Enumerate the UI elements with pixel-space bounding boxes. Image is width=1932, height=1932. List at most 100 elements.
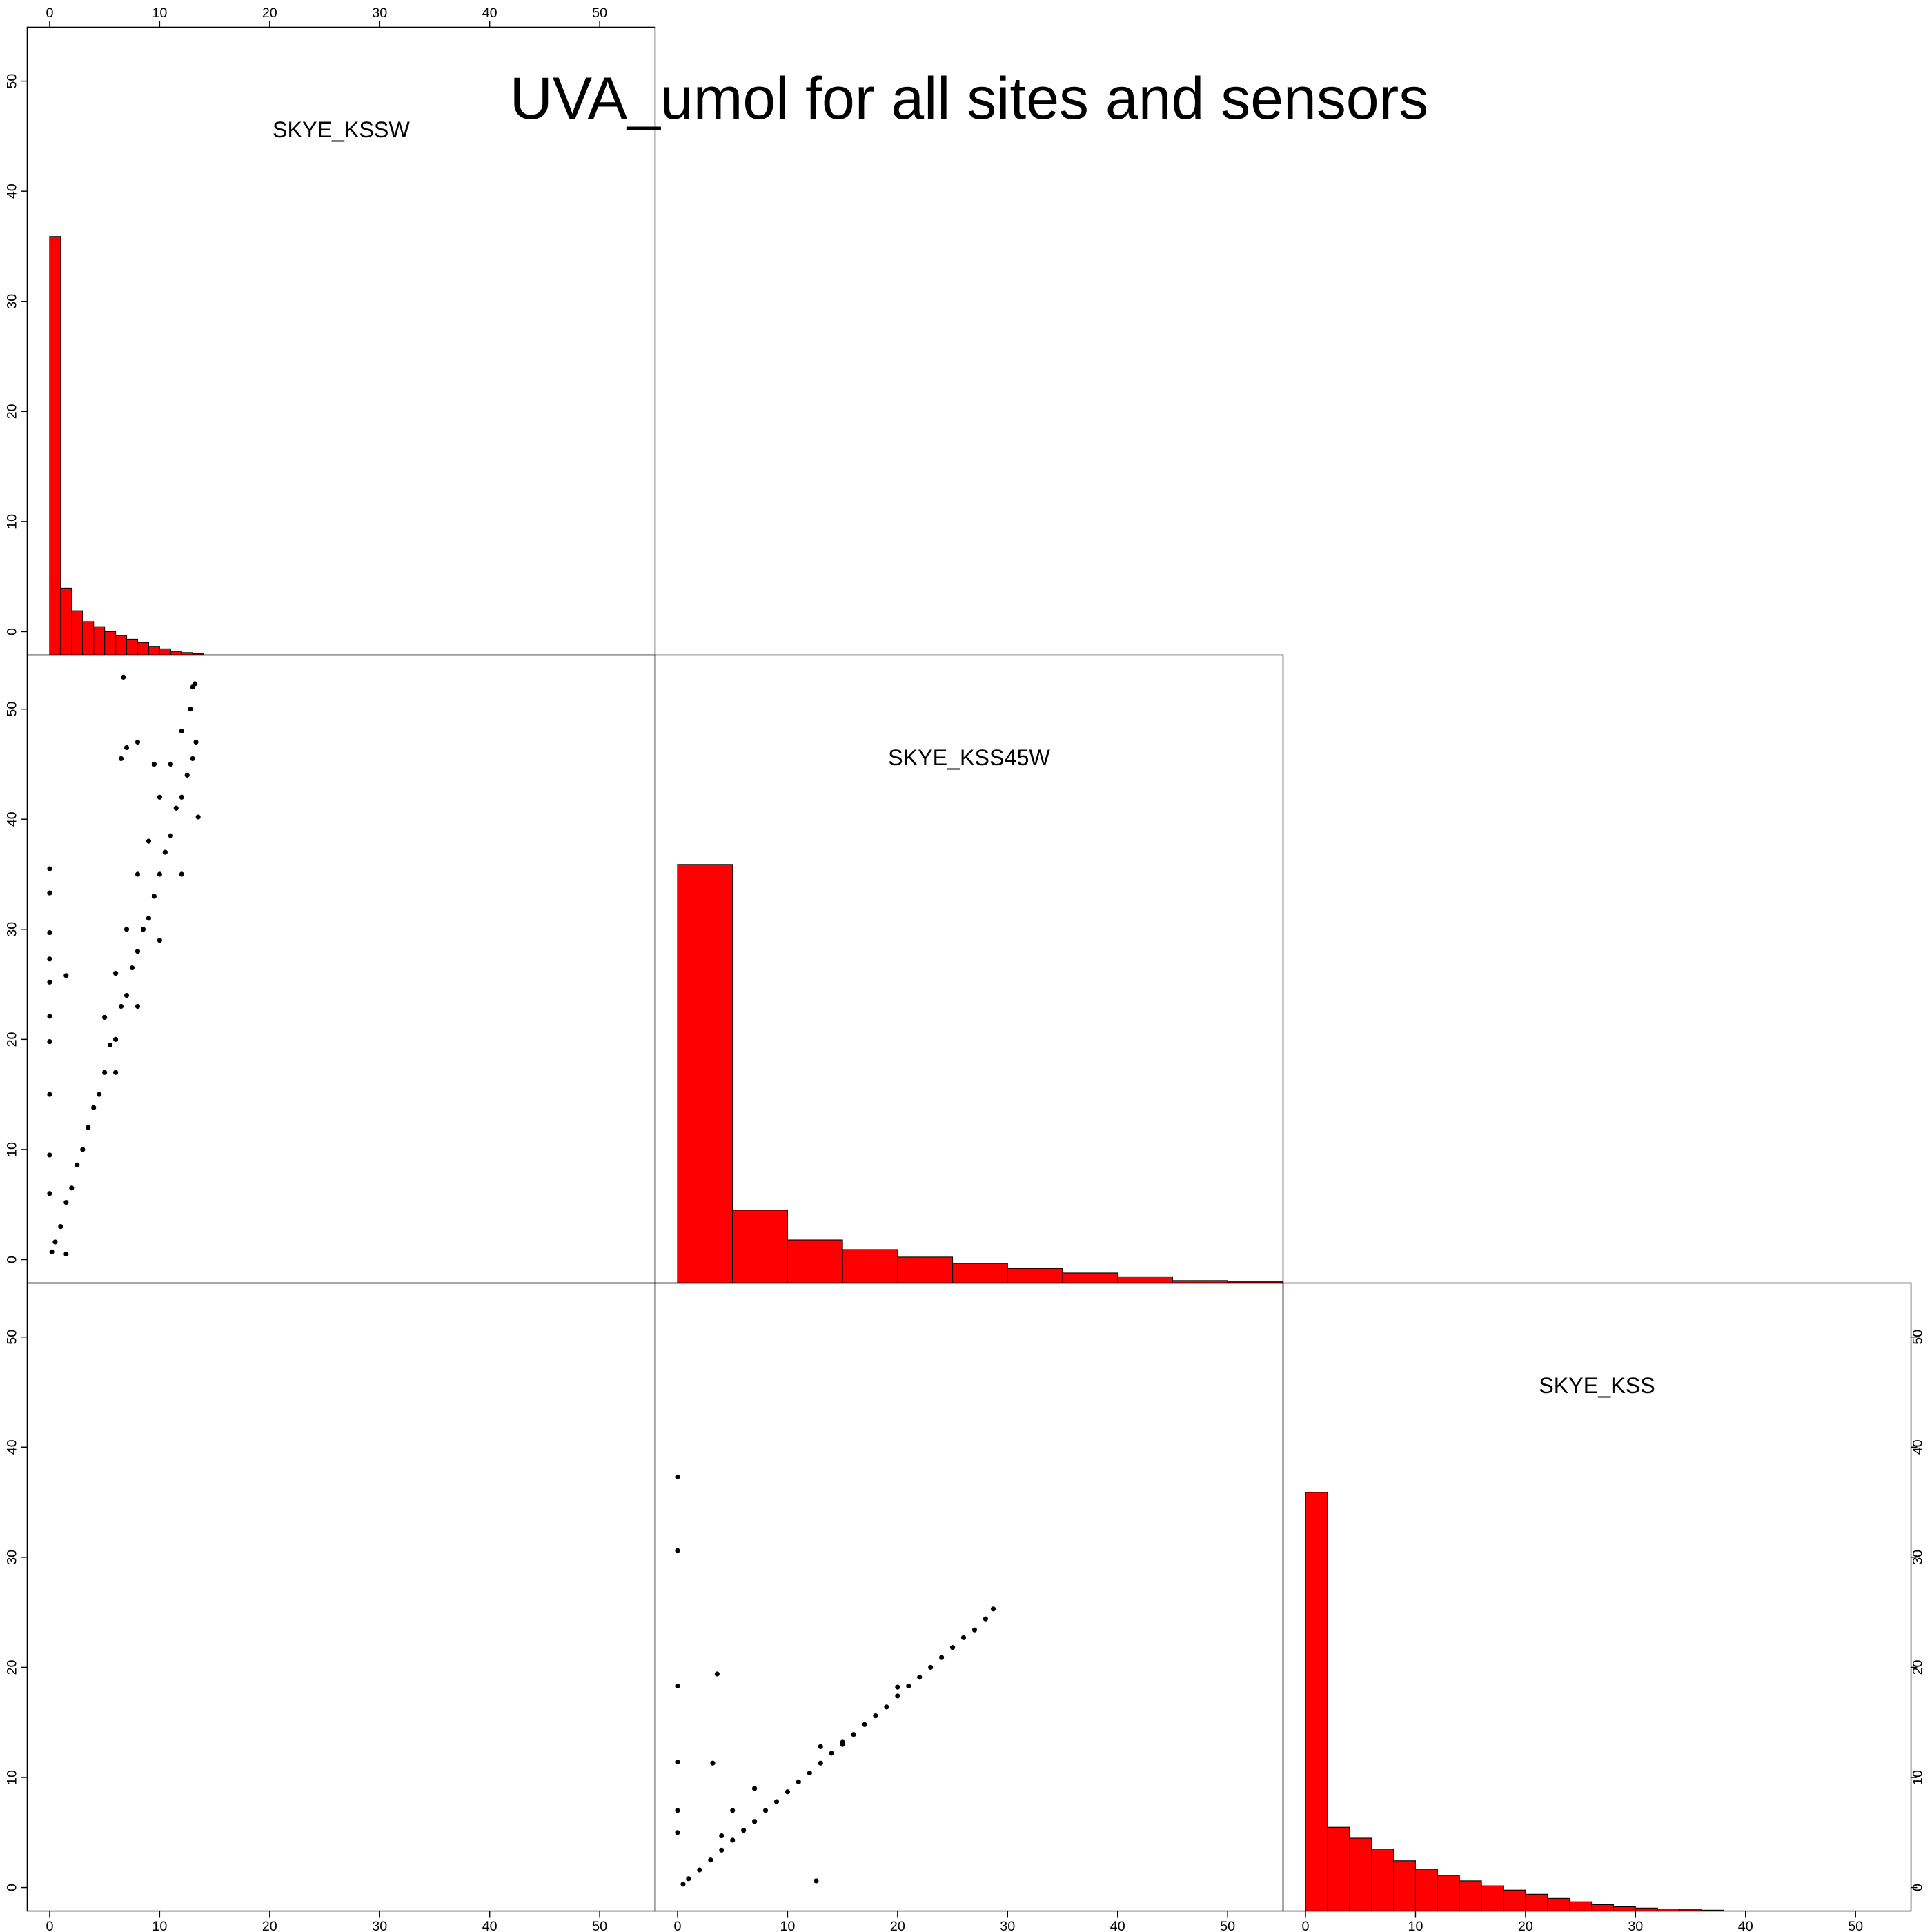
scatter-point: [86, 1125, 91, 1130]
scatter-point: [873, 1713, 878, 1719]
scatter-point: [47, 929, 52, 936]
y-tick-label: 50: [1911, 1330, 1926, 1345]
scatter-point: [179, 794, 184, 800]
scatter-point: [80, 1147, 86, 1152]
histogram-bar: [1525, 1893, 1548, 1912]
scatter-point: [675, 1548, 680, 1553]
scatter-point: [75, 1162, 80, 1167]
histogram-bar: [1327, 1826, 1350, 1912]
x-tick-label: 30: [1000, 1919, 1015, 1932]
scatter-point: [124, 992, 130, 998]
scatter-point: [179, 871, 184, 877]
scatter-point: [135, 739, 141, 745]
y-tick-label: 0: [4, 628, 19, 635]
histogram-bar: [1569, 1901, 1593, 1912]
x-tick-label: 50: [1220, 1919, 1235, 1932]
scatter-point: [91, 1105, 97, 1110]
y-tick-label: 50: [4, 702, 19, 717]
scatter-point: [108, 1042, 113, 1047]
y-tick-label: 40: [1911, 1439, 1926, 1455]
scatter-point: [47, 1038, 52, 1045]
scatter-point: [188, 707, 193, 712]
scatter-point: [135, 1003, 141, 1009]
scatter-point: [906, 1683, 911, 1689]
scatter-point: [151, 761, 157, 767]
scatter-point: [63, 973, 69, 978]
scatter-point: [190, 756, 195, 762]
scatter-point: [708, 1857, 713, 1863]
scatter-point: [47, 979, 52, 985]
scatter-point: [63, 1251, 69, 1257]
histogram-bar: [104, 631, 117, 656]
scatter-point: [807, 1771, 812, 1776]
histogram-bar: [137, 642, 149, 656]
x-tick-label: 0: [674, 1919, 682, 1932]
scatter-point: [118, 1003, 124, 1009]
scatter-point: [862, 1722, 867, 1727]
scatter-point: [939, 1655, 945, 1660]
histogram-bar: [1613, 1906, 1636, 1912]
scatter-point: [840, 1739, 845, 1745]
histogram-bar: [82, 621, 95, 656]
scatter-point: [851, 1732, 856, 1737]
scatter-point: [129, 965, 135, 971]
scatter-point: [151, 894, 157, 899]
scatter-point: [168, 761, 173, 767]
y-tick-label: 30: [1911, 1550, 1926, 1565]
panel-frame: [1282, 1282, 1912, 1912]
y-tick-label: 10: [4, 1770, 19, 1785]
y-tick-label: 20: [4, 1032, 19, 1047]
x-tick-label: 0: [46, 1919, 53, 1932]
scatter-point: [102, 1070, 108, 1075]
scatter-point: [785, 1789, 790, 1795]
scatter-point: [140, 927, 146, 932]
scatter-point: [118, 756, 124, 762]
x-tick-label: 30: [1628, 1919, 1643, 1932]
scatter-point: [184, 772, 190, 778]
histogram-bar: [1459, 1880, 1482, 1912]
scatter-point: [157, 938, 162, 943]
histogram-bar: [1349, 1837, 1372, 1912]
histogram-bar: [952, 1263, 1008, 1284]
x-tick-label: 30: [372, 1919, 387, 1932]
histogram-bar: [1503, 1889, 1526, 1912]
scatter-point: [983, 1616, 988, 1621]
x-tick-label: 20: [262, 1919, 277, 1932]
scatter-point: [818, 1744, 823, 1749]
scatter-point: [49, 1249, 55, 1254]
x-tick-label: 50: [592, 1919, 607, 1932]
histogram-bar: [159, 648, 171, 656]
scatter-point: [121, 674, 126, 680]
y-tick-label: 50: [4, 74, 19, 89]
panel-frame: [26, 654, 656, 1284]
scatter-point: [719, 1847, 724, 1853]
scatter-point: [52, 1239, 58, 1245]
x-tick-label: 40: [1110, 1919, 1125, 1932]
scatter-point: [752, 1819, 758, 1824]
y-tick-label: 40: [4, 811, 19, 827]
scatter-point: [714, 1671, 720, 1677]
scatter-point: [47, 890, 52, 896]
scatter-point: [675, 1474, 680, 1479]
x-tick-label: 40: [482, 6, 497, 21]
scatter-point: [730, 1808, 736, 1813]
histogram-bar: [787, 1239, 843, 1284]
scatter-point: [741, 1827, 747, 1833]
histogram-bar: [1591, 1904, 1614, 1912]
scatter-point: [157, 794, 162, 800]
y-tick-label: 40: [4, 1439, 19, 1455]
x-tick-label: 20: [890, 1919, 905, 1932]
x-tick-label: 0: [46, 6, 53, 21]
scatter-point: [47, 1152, 52, 1158]
y-tick-label: 40: [4, 184, 19, 199]
x-tick-label: 50: [1848, 1919, 1863, 1932]
y-tick-label: 20: [4, 404, 19, 419]
y-tick-label: 30: [4, 922, 19, 937]
scatter-point: [173, 805, 179, 811]
scatter-point: [179, 728, 184, 734]
scatter-point: [675, 1759, 680, 1765]
scatter-point: [162, 849, 168, 855]
scatter-point: [829, 1751, 834, 1756]
histogram-bar: [148, 646, 160, 656]
